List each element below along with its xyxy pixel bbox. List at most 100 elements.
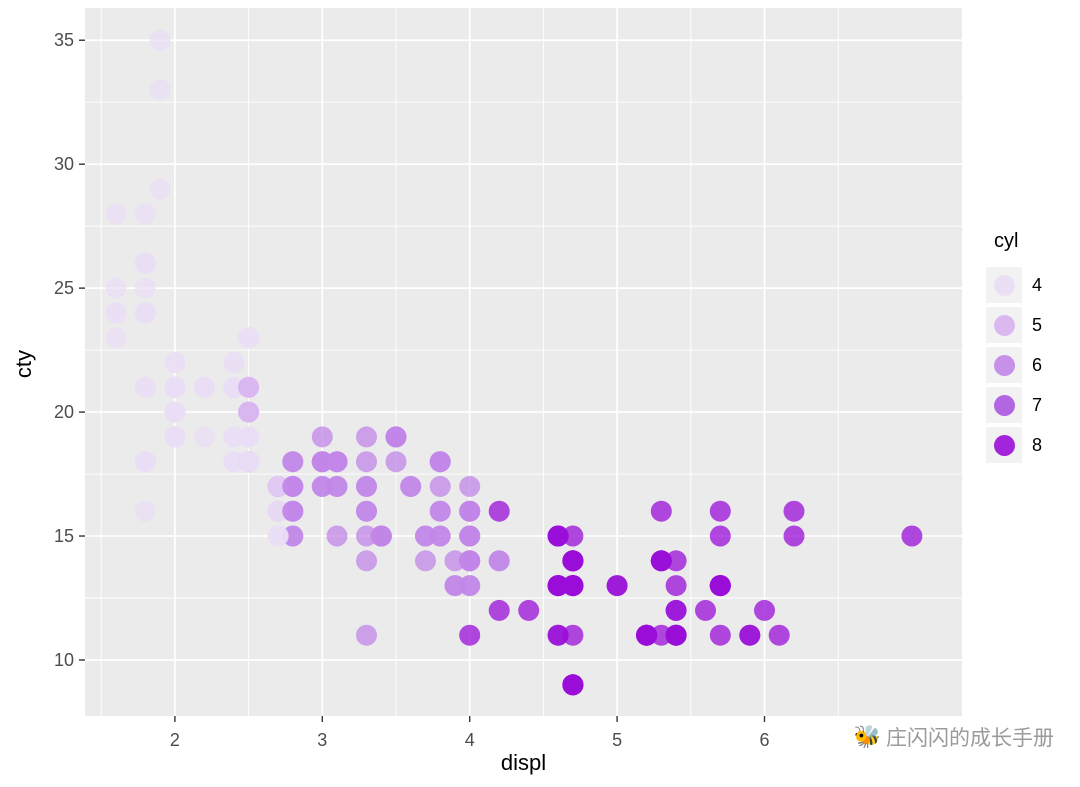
data-point: [238, 401, 260, 423]
legend-entry-8: 8: [986, 425, 1042, 465]
data-point: [193, 426, 215, 448]
data-point: [223, 376, 245, 398]
data-point: [134, 451, 156, 473]
data-point: [223, 352, 245, 373]
mascot-bee-icon: 🐝: [853, 724, 881, 749]
watermark: 🐝 庄闪闪的成长手册: [854, 722, 1054, 752]
data-point: [665, 575, 687, 597]
data-point: [282, 451, 304, 473]
data-point: [709, 575, 731, 597]
data-point: [459, 575, 481, 597]
data-point: [650, 500, 672, 522]
data-point: [134, 203, 156, 225]
legend-point-icon: [993, 434, 1015, 456]
data-point: [149, 79, 171, 101]
data-point: [459, 500, 481, 522]
data-point: [783, 500, 805, 522]
data-point: [444, 575, 466, 597]
legend-point-icon: [993, 394, 1015, 416]
x-axis-title: displ: [500, 750, 547, 775]
legend-entry-label: 4: [1032, 274, 1043, 295]
data-point: [164, 376, 186, 398]
legend-title: cyl: [994, 230, 1019, 252]
x-tick-label: 3: [317, 730, 327, 750]
legend-entry-6: 6: [986, 345, 1042, 385]
data-point: [429, 525, 451, 547]
data-point: [562, 674, 584, 696]
x-tick-label: 5: [612, 730, 622, 750]
data-point: [267, 475, 289, 497]
data-point: [311, 426, 333, 448]
watermark-text: 庄闪闪的成长手册: [886, 727, 1054, 750]
data-point: [311, 475, 333, 497]
data-point: [370, 525, 392, 547]
legend-key-background: [986, 267, 1022, 303]
data-point: [518, 599, 540, 621]
data-point: [901, 525, 923, 547]
data-point: [488, 599, 510, 621]
data-point: [709, 624, 731, 646]
data-point: [429, 475, 451, 497]
legend-point-icon: [993, 354, 1015, 376]
data-point: [282, 475, 304, 497]
data-point: [105, 327, 127, 349]
y-tick-label: 20: [54, 402, 74, 422]
data-point: [164, 401, 186, 423]
data-point: [238, 327, 260, 349]
data-point: [356, 624, 377, 646]
data-point: [385, 426, 407, 448]
data-point: [754, 599, 775, 621]
legend-entry-label: 8: [1032, 434, 1043, 455]
y-tick-label: 25: [54, 278, 74, 298]
data-point: [459, 550, 481, 572]
data-point: [547, 525, 569, 547]
data-point: [709, 525, 731, 547]
data-point: [282, 525, 304, 547]
data-point: [636, 624, 658, 646]
y-axis-title: cty: [11, 349, 36, 379]
data-point: [238, 426, 260, 448]
data-point: [356, 426, 377, 448]
data-point: [326, 451, 348, 473]
data-point: [326, 475, 348, 497]
legend-key-background: [986, 387, 1022, 423]
legend-key-background: [986, 307, 1022, 343]
data-point: [238, 451, 260, 473]
data-point: [459, 475, 481, 497]
data-point: [547, 575, 569, 597]
data-point: [105, 302, 127, 324]
y-tick-label: 10: [54, 650, 74, 670]
data-point: [459, 525, 481, 547]
data-point: [385, 451, 407, 473]
data-point: [134, 277, 156, 299]
legend-entry-label: 5: [1032, 314, 1043, 335]
data-point: [164, 352, 186, 373]
data-point: [562, 525, 584, 547]
data-point: [105, 203, 127, 225]
data-point: [429, 451, 451, 473]
data-point: [223, 426, 245, 448]
data-point: [134, 252, 156, 274]
legend-entry-label: 6: [1032, 354, 1043, 375]
legend: cyl 4 5 6 7 8: [986, 230, 1042, 465]
data-point: [356, 525, 377, 547]
legend-entry-5: 5: [986, 305, 1042, 345]
data-point: [739, 624, 761, 646]
data-point: [488, 500, 510, 522]
x-tick-label: 6: [759, 730, 769, 750]
data-point: [444, 550, 466, 572]
data-point: [311, 451, 333, 473]
legend-entry-7: 7: [986, 385, 1042, 425]
data-point: [547, 624, 569, 646]
legend-key-background: [986, 347, 1022, 383]
data-point: [768, 624, 790, 646]
data-point: [134, 500, 156, 522]
data-point: [356, 451, 377, 473]
legend-entries: 4 5 6 7 8: [986, 265, 1042, 465]
data-point: [488, 550, 510, 572]
data-point: [164, 426, 186, 448]
data-point: [562, 575, 584, 597]
data-point: [650, 624, 672, 646]
